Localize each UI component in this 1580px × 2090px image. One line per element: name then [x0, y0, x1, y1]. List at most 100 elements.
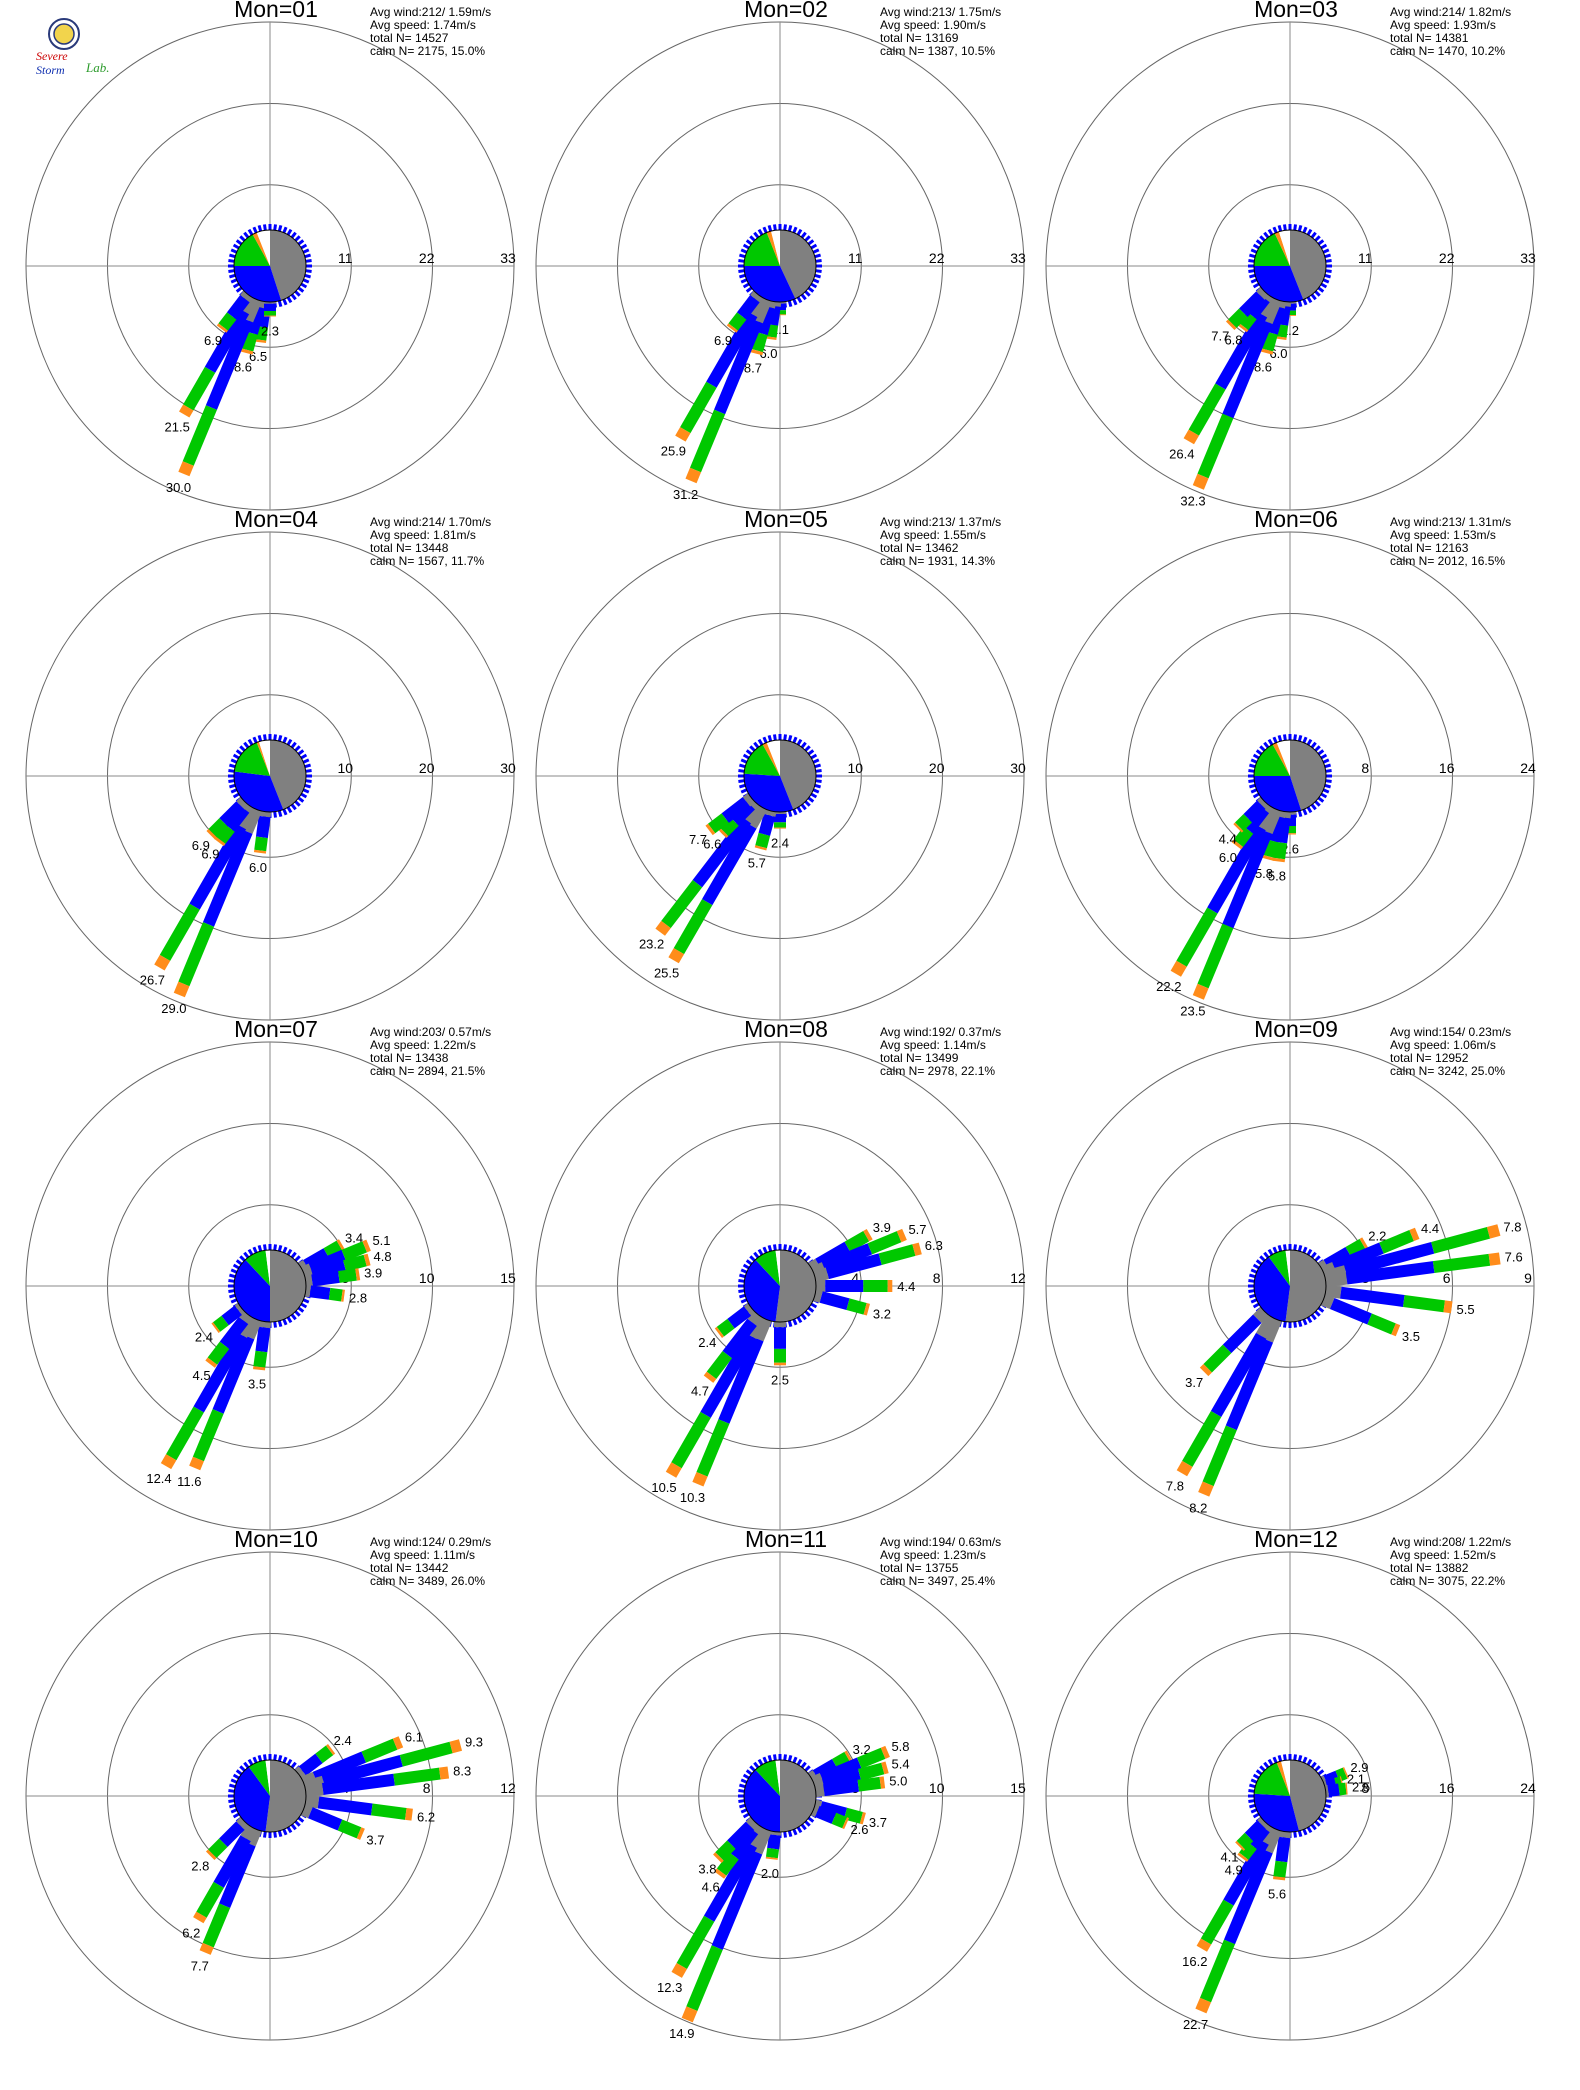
minor-petal [232, 1263, 240, 1270]
petal-label: 6.2 [182, 1925, 200, 1940]
minor-petal [783, 734, 787, 741]
minor-petal [228, 1279, 235, 1283]
minor-petal [1263, 741, 1270, 749]
minor-petal [738, 1799, 745, 1803]
minor-petal [1267, 1758, 1274, 1766]
minor-petal [804, 1820, 811, 1827]
petal-label: 6.1 [405, 1729, 423, 1744]
minor-petal [235, 1769, 243, 1776]
minor-petal [282, 736, 288, 744]
minor-petal [286, 1758, 293, 1766]
petal-segment [1207, 824, 1266, 914]
petal-segment [212, 1315, 229, 1332]
minor-petal [1255, 749, 1263, 756]
petal-segment [399, 1741, 453, 1767]
petal-segment [819, 1757, 862, 1785]
petal-segment [814, 1784, 825, 1798]
minor-petal [762, 226, 768, 234]
minor-petal [1248, 779, 1255, 783]
calm-slice [1276, 1761, 1290, 1796]
minor-petal [1306, 806, 1313, 814]
petal-segment [304, 1274, 313, 1288]
minor-petal [294, 745, 301, 752]
petal-segment [1266, 815, 1285, 843]
petal-segment [1223, 1838, 1269, 1906]
minor-petal [738, 779, 745, 783]
minor-petal [762, 1246, 768, 1254]
petal-segment [716, 1318, 735, 1337]
minor-petal [796, 1758, 803, 1766]
petal-segment [179, 404, 194, 418]
stats-line: calm N= 1387, 10.5% [880, 44, 995, 58]
petal-segment [819, 1801, 848, 1820]
minor-petal [815, 779, 822, 783]
minor-petal [294, 290, 301, 297]
petal-segment [1345, 1261, 1435, 1285]
minor-petal [1317, 239, 1325, 246]
calm-slice [762, 742, 780, 776]
petal-segment [304, 1783, 324, 1798]
minor-petal [277, 225, 283, 232]
petal-segment [685, 467, 702, 484]
petal-segment [700, 1333, 757, 1418]
minor-petal [810, 1302, 818, 1309]
stats-line: total N= 13499 [880, 1051, 959, 1065]
minor-petal [1277, 225, 1283, 232]
minor-petal [1310, 293, 1317, 301]
petal-segment [857, 1747, 886, 1769]
minor-petal [302, 758, 310, 764]
minor-petal [1250, 1298, 1258, 1304]
petal-segment [1432, 1253, 1491, 1274]
minor-petal [1293, 1321, 1297, 1328]
petal-segment [182, 405, 217, 466]
minor-petal [1283, 1321, 1287, 1328]
calm-circle-outline [1253, 1759, 1327, 1833]
petal-label: 16.2 [1182, 1954, 1207, 1969]
petal-segment [715, 1840, 736, 1861]
minor-petal [302, 278, 310, 284]
ring-label: 11 [1358, 250, 1373, 266]
minor-petal [810, 753, 818, 760]
minor-petal [1249, 1273, 1256, 1279]
petal-segment [675, 427, 691, 442]
minor-petal [263, 1754, 267, 1761]
panel-title: Mon=08 [744, 1016, 828, 1042]
petal-segment [207, 1341, 230, 1365]
minor-petal [1310, 803, 1317, 811]
minor-petal [1272, 736, 1278, 744]
calm-slice [270, 1250, 306, 1322]
stats-line: Avg wind:208/ 1.22m/s [1390, 1535, 1511, 1549]
minor-petal [277, 735, 283, 742]
calm-slice [775, 1249, 817, 1322]
minor-petal [1322, 248, 1330, 254]
minor-petal [1302, 736, 1308, 744]
minor-petal [767, 1755, 773, 1762]
minor-petal [739, 273, 746, 279]
petal-segment [160, 1454, 177, 1470]
ring-label: 9 [1524, 1270, 1532, 1286]
minor-petal [1248, 1289, 1255, 1293]
calm-slice [1276, 739, 1290, 776]
petal-label: 8.6 [234, 360, 252, 375]
minor-petal [1277, 735, 1283, 742]
minor-petal [738, 1789, 745, 1793]
petal-segment [1345, 1238, 1366, 1258]
minor-petal [1306, 228, 1313, 236]
minor-petal [807, 239, 815, 246]
petal-segment [721, 797, 751, 823]
petal-label: 8.6 [1254, 360, 1272, 375]
petal-segment [859, 1812, 866, 1825]
petal-segment [881, 1761, 889, 1775]
petal-segment [1488, 1252, 1501, 1266]
calm-slice [766, 231, 780, 266]
petal-segment [304, 1284, 312, 1298]
calm-slice [1274, 231, 1290, 266]
minor-petal [1293, 1754, 1297, 1761]
petal-segment [727, 1821, 755, 1849]
minor-petal [810, 792, 818, 799]
stats-line: calm N= 1470, 10.2% [1390, 44, 1505, 58]
minor-petal [302, 788, 310, 794]
petal-segment [258, 810, 272, 818]
minor-petal [247, 1248, 254, 1256]
minor-petal [300, 282, 308, 289]
